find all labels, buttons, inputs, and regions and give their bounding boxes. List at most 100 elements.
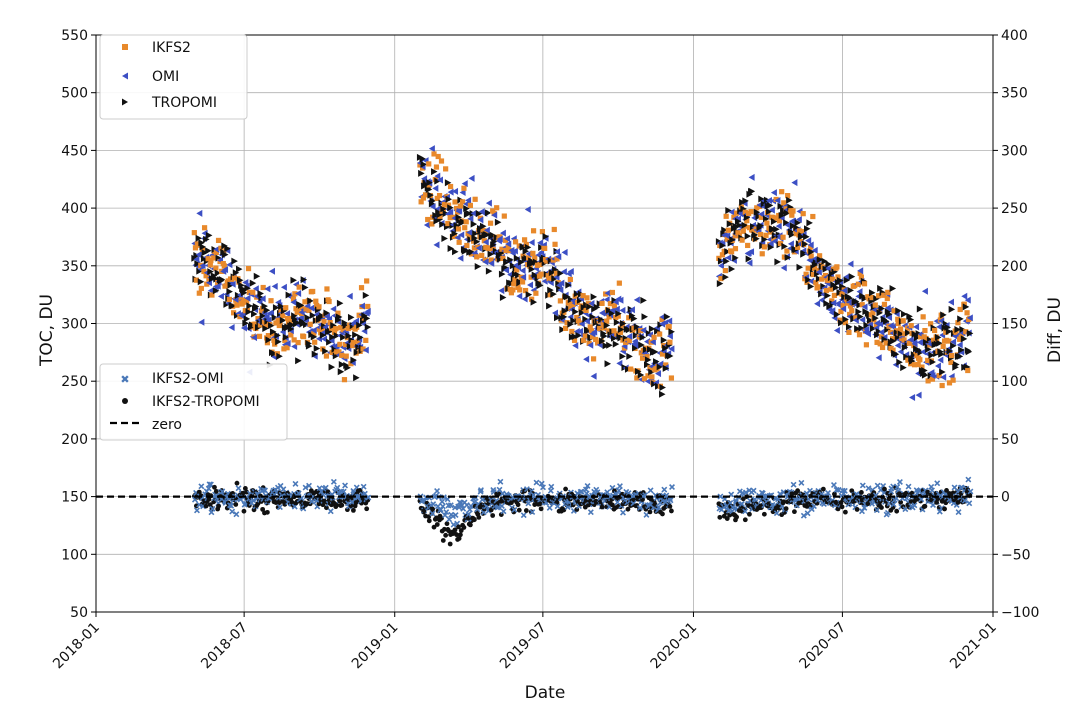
- ikfs2-point: [898, 326, 904, 332]
- ikfs2-point: [895, 320, 901, 327]
- tropomi-point: [663, 313, 671, 321]
- ikfs2-point: [311, 330, 317, 336]
- ikfs2-tropomi-diff-point: [447, 541, 453, 547]
- ikfs2-omi-diff-stroke: [918, 496, 925, 503]
- omi-point: [843, 273, 850, 281]
- ikfs2-omi-diff-stroke: [663, 492, 670, 499]
- tropomi-point: [357, 334, 364, 342]
- tropomi-point: [892, 350, 900, 358]
- ikfs2-point: [544, 258, 550, 264]
- tropomi-point: [889, 284, 897, 292]
- ikfs2-tropomi-diff-point: [854, 507, 860, 512]
- tropomi-point: [778, 211, 786, 219]
- ikfs2-tropomi-diff-point: [792, 509, 797, 515]
- tropomi-point: [245, 308, 253, 316]
- ikfs2-omi-diff-stroke: [583, 490, 590, 497]
- tropomi-point: [208, 275, 216, 283]
- ikfs2-point: [199, 246, 206, 252]
- tropomi-point: [883, 317, 890, 325]
- ikfs2-point: [834, 264, 840, 270]
- tropomi-point: [301, 284, 309, 292]
- ikfs2-omi-diff-stroke: [224, 490, 231, 497]
- ikfs2-point: [554, 256, 560, 262]
- ikfs2-omi-diff-point: [430, 501, 437, 508]
- tropomi-point: [507, 256, 514, 264]
- ikfs2-point: [911, 362, 918, 368]
- omi-point: [240, 324, 247, 332]
- ikfs2-point: [193, 277, 199, 283]
- ikfs2-omi-diff-stroke: [807, 487, 813, 494]
- ikfs2-point: [795, 244, 801, 250]
- ikfs2-point: [471, 238, 477, 244]
- tropomi-point: [719, 241, 726, 249]
- tropomi-point: [925, 345, 932, 353]
- tropomi-point: [777, 202, 785, 210]
- ikfs2-point: [480, 227, 486, 234]
- ikfs2-point: [929, 376, 936, 382]
- omi-point: [864, 330, 871, 338]
- ikfs2-tropomi-diff-point: [458, 528, 464, 533]
- ikfs2-omi-diff-point: [452, 512, 459, 519]
- tropomi-point: [194, 260, 201, 268]
- tropomi-point: [965, 348, 973, 356]
- omi-point: [833, 327, 840, 335]
- tropomi-point: [653, 358, 660, 366]
- x-axis-title: Date: [525, 683, 566, 703]
- ikfs2-omi-diff-stroke: [732, 499, 739, 506]
- tropomi-point: [329, 333, 336, 341]
- ikfs2-tropomi-diff-point: [761, 511, 767, 517]
- omi-point: [520, 273, 527, 281]
- omi-point: [613, 305, 620, 313]
- ikfs2-point: [874, 339, 880, 345]
- ikfs2-point: [589, 334, 596, 340]
- ikfs2-omi-diff-point: [736, 488, 743, 495]
- ikfs2-omi-diff-stroke: [958, 484, 965, 491]
- ikfs2-point: [271, 337, 277, 344]
- omi-point: [841, 286, 848, 294]
- ikfs2-tropomi-diff-point: [523, 508, 529, 513]
- tropomi-point: [727, 239, 735, 247]
- ikfs2-point: [284, 345, 290, 351]
- ikfs2-point: [310, 288, 316, 295]
- ikfs2-omi-diff-stroke: [496, 486, 503, 493]
- ikfs2-point: [443, 166, 449, 172]
- tropomi-point: [213, 275, 220, 283]
- omi-point: [428, 145, 435, 153]
- ikfs2-omi-diff-point: [511, 506, 518, 513]
- ikfs2-omi-diff-stroke: [316, 485, 323, 492]
- tropomi-point: [551, 275, 558, 283]
- omi-point: [874, 319, 881, 327]
- ikfs2-point: [234, 302, 240, 308]
- tropomi-point: [648, 325, 656, 333]
- omi-point: [875, 354, 882, 362]
- ikfs2-tropomi-diff-point: [669, 508, 674, 514]
- ikfs2-omi-diff-stroke: [429, 510, 436, 517]
- tropomi-point: [662, 364, 670, 372]
- ikfs2-omi-diff-stroke: [965, 476, 972, 483]
- ikfs2-point: [588, 328, 595, 334]
- tropomi-point: [498, 270, 506, 278]
- omi-point: [805, 237, 812, 245]
- tropomi-point: [824, 292, 831, 300]
- ikfs2-point: [949, 352, 955, 359]
- ikfs2-omi-diff-point: [497, 478, 504, 485]
- tropomi-point: [894, 334, 902, 342]
- ikfs2-omi-diff-stroke: [614, 499, 621, 506]
- ikfs2-omi-diff-point: [477, 488, 484, 495]
- omi-point: [525, 250, 532, 258]
- omi-point: [774, 196, 781, 204]
- ikfs2-point: [226, 296, 233, 303]
- ikfs2-point: [780, 234, 786, 240]
- ikfs2-omi-diff-stroke: [554, 503, 561, 510]
- ikfs2-point: [666, 324, 672, 330]
- omi-point: [447, 188, 454, 196]
- omi-point: [297, 314, 304, 322]
- ikfs2-point: [837, 317, 843, 323]
- y-right-tick-label: −50: [1001, 547, 1031, 563]
- tropomi-point: [363, 314, 371, 322]
- tropomi-point: [342, 322, 350, 330]
- ikfs2-tropomi-diff-point: [538, 506, 544, 512]
- ikfs2-point: [365, 303, 371, 310]
- omi-point: [251, 334, 258, 342]
- tropomi-point: [929, 358, 936, 366]
